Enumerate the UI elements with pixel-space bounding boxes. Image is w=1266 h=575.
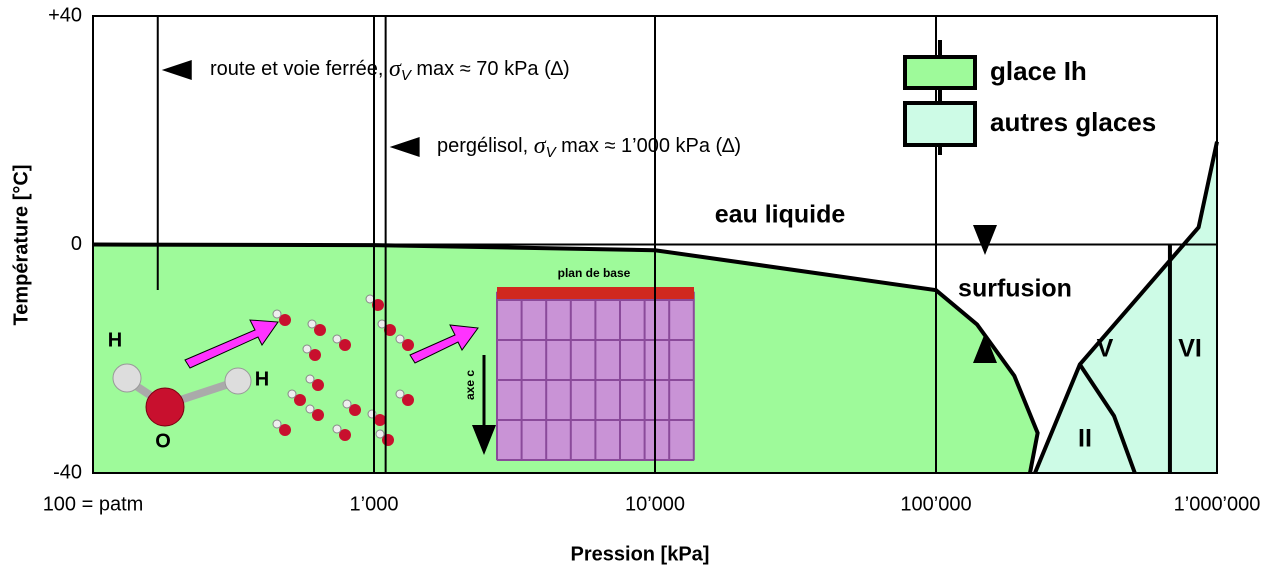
- legend-label: autres glaces: [990, 107, 1156, 137]
- atom-label: O: [155, 430, 171, 452]
- network-hydrogen: [287, 389, 297, 399]
- region-label: II: [1078, 425, 1092, 453]
- network-oxygen: [402, 339, 414, 351]
- network-oxygen: [339, 339, 351, 351]
- x-tick-label: 100’000: [900, 493, 971, 515]
- hydrogen-atom: [112, 363, 142, 393]
- x-tick-label: 100 = patm: [43, 493, 144, 515]
- c-axis-head: [472, 425, 496, 455]
- legend-swatch: [903, 55, 977, 90]
- oxygen-atom: [145, 387, 185, 427]
- network-oxygen: [279, 424, 291, 436]
- network-hydrogen: [307, 319, 317, 329]
- phase-boundary: [92, 242, 1040, 474]
- atom-label: H: [255, 368, 269, 390]
- network-hydrogen: [332, 424, 342, 434]
- plot-frame: [92, 15, 1218, 474]
- basal-plane: [497, 287, 694, 299]
- network-oxygen: [349, 404, 361, 416]
- legend-label: glace Ih: [990, 56, 1087, 86]
- hydrogen-atom: [224, 367, 252, 395]
- plot-layer: 100 = patm 1’000 10’000 100’000 1’000’000 +40…: [43, 4, 1261, 515]
- x-tick-label: 10’000: [625, 493, 685, 515]
- annotation: route et voie ferrée, σV max ≈ 70 kPa (∆…: [210, 56, 570, 84]
- region-label: surfusion: [958, 275, 1072, 303]
- network-oxygen: [312, 409, 324, 421]
- annotation-part: σ: [389, 56, 402, 82]
- region-label: eau liquide: [715, 201, 846, 229]
- marker-arrowhead: [389, 137, 420, 157]
- surfusion-arrowhead: [973, 225, 997, 255]
- surfusion-arrowhead: [973, 333, 997, 363]
- annotation-part: V: [401, 67, 413, 84]
- illustration: [112, 287, 695, 461]
- annotation-part: max ≈ 70 kPa (∆): [411, 58, 570, 80]
- network-hydrogen: [272, 309, 282, 319]
- network-hydrogen: [342, 399, 352, 409]
- y-tick-label: -40: [53, 461, 82, 483]
- y-axis-title: Température [°C]: [10, 165, 32, 326]
- network-hydrogen: [302, 344, 312, 354]
- network-hydrogen: [305, 404, 315, 414]
- x-tick-label: 1’000: [350, 493, 399, 515]
- network-oxygen: [309, 349, 321, 361]
- network-hydrogen: [395, 389, 405, 399]
- annotation: pergélisol, σV max ≈ 1’000 kPa (∆): [437, 133, 741, 161]
- annotation-part: max ≈ 1’000 kPa (∆): [556, 135, 742, 157]
- annotation-part: V: [546, 144, 558, 161]
- network-hydrogen: [305, 374, 315, 384]
- x-axis-title: Pression [kPa]: [571, 543, 710, 565]
- atom-label: H: [108, 329, 122, 351]
- y-tick-label: 0: [71, 233, 82, 255]
- network-oxygen: [339, 429, 351, 441]
- crystal-label: plan de base: [558, 266, 631, 280]
- arrow: [409, 324, 479, 364]
- phase-boundary: [1078, 363, 1137, 474]
- network-hydrogen: [365, 294, 375, 304]
- network-hydrogen: [332, 334, 342, 344]
- crystal-label: axe c: [463, 370, 477, 400]
- marker-arrowhead: [161, 60, 192, 80]
- network-oxygen: [402, 394, 414, 406]
- region-label: VI: [1178, 335, 1202, 363]
- y-tick-label: +40: [48, 4, 82, 26]
- annotation-part: σ: [534, 133, 547, 159]
- arrow: [184, 319, 279, 369]
- annotation-part: route et voie ferrée,: [210, 58, 389, 80]
- annotation-part: pergélisol,: [437, 135, 534, 157]
- x-tick-label: 1’000’000: [1174, 493, 1261, 515]
- network-hydrogen: [375, 429, 385, 439]
- network-oxygen: [312, 379, 324, 391]
- network-oxygen: [384, 324, 396, 336]
- network-oxygen: [294, 394, 306, 406]
- region-label: V: [1097, 335, 1114, 363]
- network-oxygen: [374, 414, 386, 426]
- phase-boundary: [1033, 141, 1219, 474]
- network-hydrogen: [395, 334, 405, 344]
- network-hydrogen: [272, 419, 282, 429]
- legend-swatch: [903, 101, 977, 147]
- network-oxygen: [279, 314, 291, 326]
- network-oxygen: [314, 324, 326, 336]
